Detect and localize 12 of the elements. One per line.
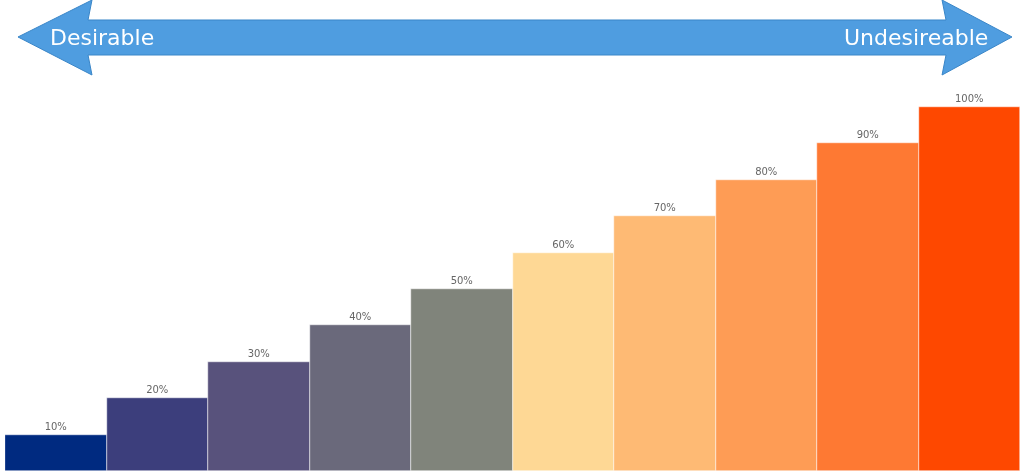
text: Undesireable — [844, 25, 989, 50]
data-label: 80% — [755, 165, 778, 177]
data-label: 60% — [552, 238, 575, 250]
data-label: 40% — [349, 310, 372, 322]
data-label: 50% — [450, 274, 473, 286]
data-label: 20% — [146, 383, 169, 395]
data-label: 90% — [856, 128, 879, 140]
data-label: 30% — [247, 347, 270, 359]
data-label: 100% — [954, 92, 984, 104]
data-label: 70% — [653, 201, 676, 213]
text: Desirable — [50, 25, 155, 50]
data-label: 10% — [44, 420, 67, 432]
